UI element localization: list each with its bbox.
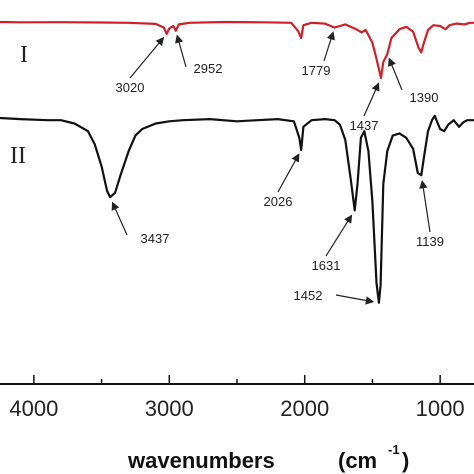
peak-label: 3437 (141, 231, 170, 246)
peak-arrow (129, 36, 165, 79)
peak-arrow (419, 179, 431, 233)
x-axis-title: wavenumbers (127, 448, 275, 473)
peak-arrow (111, 201, 128, 236)
peak-arrow (388, 57, 403, 91)
x-tick-label: 1000 (416, 396, 465, 421)
x-axis: 4000 3000 2000 1000 (0, 375, 474, 421)
x-tick-label: 3000 (145, 396, 194, 421)
series-label-II: II (10, 143, 26, 169)
peak-annotations: 3020 2952 1779 1437 1390 3437 2026 1631 1452 1139 (111, 31, 444, 305)
peak-label: 2952 (194, 61, 223, 76)
peak-arrow (363, 82, 380, 117)
x-tick-label: 2000 (280, 396, 329, 421)
peak-label: 1139 (416, 234, 444, 249)
x-axis-unit-close: ) (402, 448, 409, 473)
peak-arrow (323, 31, 335, 62)
peak-label: 1779 (302, 63, 331, 78)
peak-label: 2026 (264, 194, 293, 209)
peak-label: 3020 (116, 80, 145, 95)
peak-label: 1437 (350, 118, 379, 133)
series-label-I: I (20, 42, 28, 68)
peak-arrow (277, 153, 300, 193)
peak-arrow (335, 294, 375, 305)
peak-arrow (175, 34, 187, 68)
x-tick-label: 4000 (9, 396, 58, 421)
series-labels: I II (10, 42, 28, 169)
peak-label: 1631 (312, 258, 341, 273)
x-axis-label: wavenumbers (cm -1 ) (127, 442, 409, 473)
peak-label: 1452 (294, 288, 323, 303)
x-axis-unit: (cm (338, 448, 377, 473)
series-line-I (0, 20, 474, 80)
series-line-II (0, 114, 474, 304)
peak-arrow (325, 214, 353, 257)
peak-label: 1390 (410, 90, 439, 105)
x-axis-unit-superscript: -1 (388, 442, 400, 457)
plot-area (0, 20, 474, 304)
